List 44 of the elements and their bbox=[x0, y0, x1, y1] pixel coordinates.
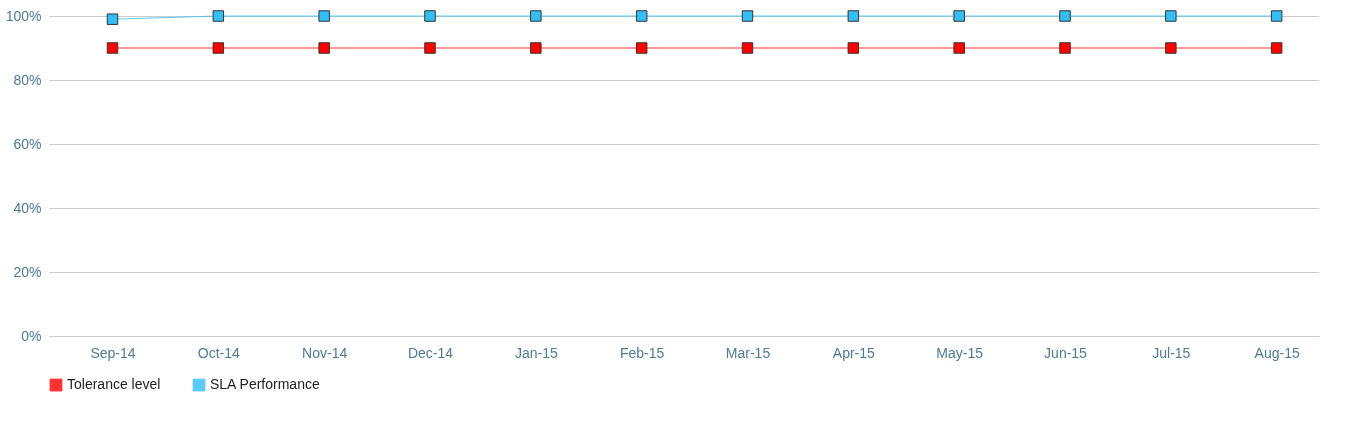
point bbox=[1270, 10, 1283, 22]
point bbox=[741, 10, 754, 22]
x-tick-label: Jul-15 bbox=[1152, 344, 1191, 361]
point bbox=[1165, 10, 1177, 22]
point bbox=[953, 10, 965, 22]
y-tick-label: 20% bbox=[13, 263, 42, 280]
y-tick-label: 40% bbox=[13, 199, 42, 216]
point bbox=[212, 42, 225, 54]
point bbox=[1059, 10, 1071, 22]
x-tick-label: Mar-15 bbox=[725, 344, 771, 361]
point bbox=[741, 42, 754, 54]
point bbox=[1165, 42, 1177, 54]
point bbox=[318, 42, 330, 54]
point bbox=[212, 10, 225, 22]
point bbox=[530, 10, 542, 22]
y-tick-label: 60% bbox=[13, 135, 42, 152]
point bbox=[424, 42, 436, 54]
x-tick-label: Oct-14 bbox=[197, 344, 241, 361]
x-tick-label: Jun-15 bbox=[1044, 344, 1088, 361]
x-tick-label: Aug-15 bbox=[1254, 344, 1300, 361]
point bbox=[530, 42, 542, 54]
x-tick-label: Apr-15 bbox=[832, 344, 876, 361]
point bbox=[953, 42, 965, 54]
point bbox=[424, 10, 436, 22]
x-tick-label: Jan-15 bbox=[514, 344, 558, 361]
y-tick-label: 100% bbox=[5, 7, 42, 24]
x-tick-label: Sep-14 bbox=[90, 344, 136, 361]
y-tick-label: 0% bbox=[21, 327, 42, 344]
point bbox=[847, 42, 860, 54]
x-tick-label: May-15 bbox=[936, 344, 984, 361]
x-tick-label: Dec-14 bbox=[407, 344, 454, 361]
x-tick-label: Nov-14 bbox=[302, 344, 348, 361]
point bbox=[106, 13, 119, 25]
y-tick-label: 80% bbox=[13, 71, 42, 88]
point bbox=[847, 10, 860, 22]
point bbox=[1059, 42, 1071, 54]
x-tick-label: Feb-15 bbox=[619, 344, 665, 361]
legend-label: SLA Performance bbox=[210, 376, 320, 393]
point bbox=[635, 10, 648, 22]
point bbox=[635, 42, 648, 54]
point bbox=[1270, 42, 1283, 54]
legend-label: Tolerance level bbox=[67, 376, 161, 393]
point bbox=[106, 42, 119, 54]
point bbox=[318, 10, 330, 22]
